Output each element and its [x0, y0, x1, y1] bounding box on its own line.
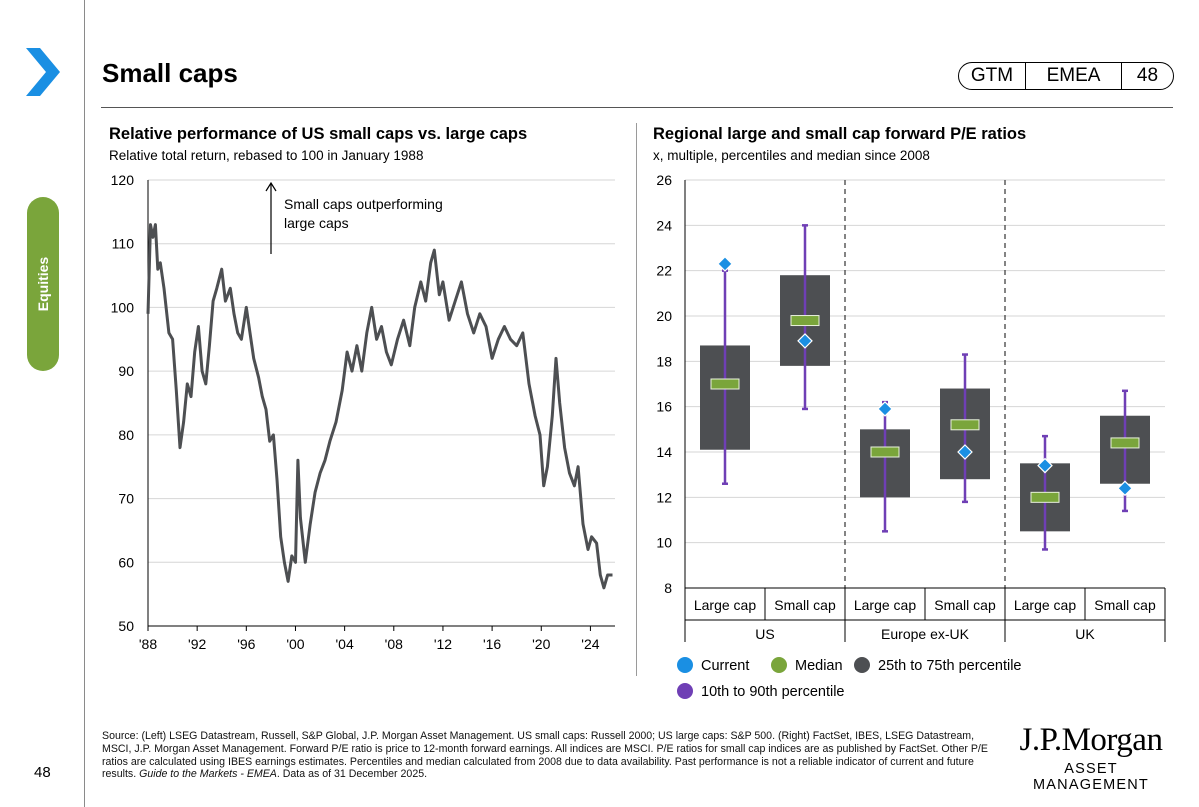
- current-marker: [957, 444, 973, 460]
- legend-swatch: [771, 657, 787, 673]
- group-label: UK: [1075, 626, 1095, 642]
- y-tick-label: 24: [656, 217, 672, 233]
- y-tick-label: 80: [118, 427, 134, 443]
- current-marker: [797, 333, 813, 349]
- y-tick-label: 70: [118, 491, 134, 507]
- current-marker: [717, 256, 733, 272]
- page-tag: GTM EMEA 48: [958, 62, 1174, 90]
- median-marker: [870, 446, 900, 458]
- y-tick-label: 20: [656, 308, 672, 324]
- x-tick-label: '24: [581, 636, 599, 652]
- y-tick-label: 100: [111, 299, 135, 315]
- section-tab-equities[interactable]: Equities: [27, 197, 59, 371]
- annotation-arrowhead: [265, 181, 277, 192]
- title-rule: [101, 107, 1173, 108]
- source-guide-title: Guide to the Markets - EMEA: [139, 768, 277, 781]
- legend-label: 10th to 90th percentile: [701, 684, 845, 700]
- legend-label: Current: [701, 658, 749, 674]
- y-tick-label: 16: [656, 399, 672, 415]
- source-text: Source: (Left) LSEG Datastream, Russell,…: [102, 730, 988, 781]
- median-marker: [790, 315, 820, 327]
- x-tick-label: '92: [188, 636, 206, 652]
- legend-label: Median: [795, 658, 843, 674]
- x-tick-label: '00: [286, 636, 304, 652]
- category-label: Large cap: [854, 597, 916, 613]
- current-marker: [877, 401, 893, 417]
- left-chart-subtitle: Relative total return, rebased to 100 in…: [109, 148, 424, 163]
- x-tick-label: '16: [483, 636, 501, 652]
- y-tick-label: 120: [111, 172, 135, 188]
- y-tick-label: 22: [656, 263, 672, 279]
- category-label: Large cap: [1014, 597, 1076, 613]
- legend-label: 25th to 75th percentile: [878, 658, 1022, 674]
- y-tick-label: 10: [656, 535, 672, 551]
- category-label: Small cap: [1094, 597, 1156, 613]
- current-marker: [1037, 457, 1053, 474]
- annotation-line2: large caps: [284, 215, 349, 231]
- chart-divider: [636, 123, 637, 676]
- category-label: Small cap: [934, 597, 996, 613]
- page-title: Small caps: [102, 58, 238, 88]
- current-marker: [1117, 480, 1133, 497]
- y-tick-label: 110: [112, 236, 135, 252]
- median-marker: [1030, 491, 1060, 503]
- y-tick-label: 60: [118, 554, 134, 570]
- chevron-right-icon[interactable]: [24, 48, 62, 96]
- brand-logo: J.P.Morgan ASSET MANAGEMENT: [1006, 722, 1176, 793]
- tag-region: EMEA: [1026, 63, 1122, 89]
- annotation-line1: Small caps outperforming: [284, 196, 443, 212]
- category-label: Small cap: [774, 597, 836, 613]
- y-tick-label: 18: [656, 353, 672, 369]
- source-note: Source: (Left) LSEG Datastream, Russell,…: [102, 730, 997, 781]
- x-tick-label: '08: [385, 636, 403, 652]
- brand-name: J.P.Morgan: [1019, 722, 1163, 758]
- legend-swatch: [677, 683, 693, 699]
- x-tick-label: '88: [139, 636, 157, 652]
- x-tick-label: '96: [237, 636, 255, 652]
- line-chart: 50 60 70 80 90 100 110 120 '88 '92 '96 '00 '04 '08 '1…: [111, 172, 615, 652]
- pe-box-chart: 8 10 12 14 16 18 20 22 24 26 Large cap Small cap La…: [656, 172, 1166, 700]
- right-chart-subtitle: x, multiple, percentiles and median sinc…: [653, 148, 930, 163]
- legend-swatch: [677, 657, 693, 673]
- y-tick-label: 12: [656, 489, 672, 505]
- relative-performance-line: [146, 223, 613, 590]
- right-chart-title: Regional large and small cap forward P/E…: [653, 125, 1027, 143]
- x-tick-label: '12: [434, 636, 452, 652]
- source-date: . Data as of 31 December 2025.: [276, 768, 428, 781]
- median-marker: [950, 419, 980, 431]
- tag-page: 48: [1136, 65, 1159, 86]
- group-label: US: [755, 626, 774, 642]
- left-chart-title: Relative performance of US small caps vs…: [109, 125, 528, 143]
- tag-gtm: GTM: [959, 63, 1026, 89]
- x-tick-label: '20: [532, 636, 550, 652]
- median-marker: [1110, 437, 1140, 449]
- x-tick-label: '04: [336, 636, 354, 652]
- left-rail: Equities 48: [0, 0, 85, 807]
- y-tick-label: 8: [664, 580, 672, 596]
- section-tab-label: Equities: [35, 256, 51, 312]
- y-tick-label: 26: [656, 172, 672, 188]
- group-label: Europe ex-UK: [881, 626, 970, 642]
- page-number: 48: [34, 764, 51, 781]
- category-label: Large cap: [694, 597, 756, 613]
- y-tick-label: 50: [118, 618, 134, 634]
- y-tick-label: 90: [118, 363, 134, 379]
- legend-swatch: [854, 657, 870, 673]
- y-tick-label: 14: [656, 444, 672, 460]
- brand-subline: ASSET MANAGEMENT: [1033, 761, 1149, 793]
- median-marker: [710, 378, 740, 390]
